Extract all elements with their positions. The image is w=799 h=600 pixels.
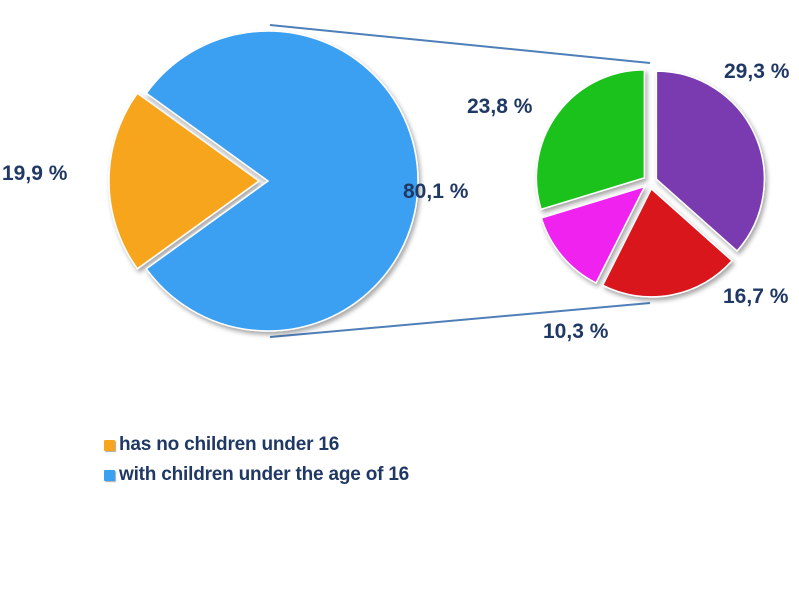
label-sub-slice-3: 10,3 %	[543, 320, 609, 343]
sub-pie-slice-2	[601, 187, 734, 298]
sub-pie	[535, 69, 766, 298]
sub-pie-slice-3	[540, 185, 647, 284]
main-pie	[108, 30, 419, 332]
label-sub-slice-2: 16,7 %	[723, 285, 789, 308]
legend-item-no-children: has no children under 16	[104, 430, 409, 460]
legend-label: has no children under 16	[119, 434, 340, 455]
legend: has no children under 16 with children u…	[104, 430, 409, 490]
connector-lines	[269, 24, 651, 338]
legend-swatch-orange	[104, 439, 115, 451]
connector-line-2	[269, 302, 651, 338]
connector-line-1	[269, 24, 651, 64]
label-main-slice-1: 19,9 %	[2, 162, 68, 185]
label-main-slice-2: 80,1 %	[403, 180, 469, 203]
legend-label: with children under the age of 16	[119, 464, 410, 485]
sub-pie-slice-4	[535, 69, 646, 211]
legend-item-with-children: with children under the age of 16	[104, 460, 409, 490]
main-pie-slice-1	[108, 92, 261, 270]
label-sub-slice-1: 29,3 %	[724, 60, 790, 83]
main-pie-slice-2	[145, 30, 419, 332]
label-sub-slice-4: 23,8 %	[467, 95, 533, 118]
legend-swatch-blue	[104, 469, 115, 481]
sub-pie-slice-1	[655, 70, 766, 253]
